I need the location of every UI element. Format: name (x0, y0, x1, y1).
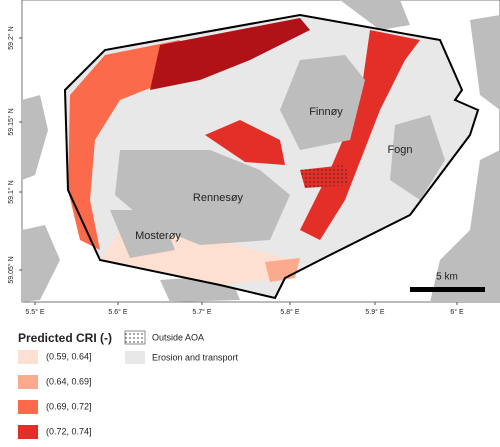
island (110, 55, 445, 258)
lon-label: 5.7° E (192, 308, 211, 316)
cri-zone (265, 258, 300, 282)
legend-label: (0.69, 0.72] (46, 401, 92, 411)
scale-label: 5 km (436, 272, 458, 283)
cri-zone (300, 30, 420, 240)
lon-label: 6° E (450, 308, 464, 316)
legend-label: (0.72, 0.74] (46, 426, 92, 436)
legend-label: Outside AOA (152, 332, 204, 342)
lon-label: 5.8° E (280, 308, 299, 316)
lon-label: 5.5° E (25, 308, 44, 316)
legend: Predicted CRI (-) Outside AOA Erosion an… (18, 330, 239, 439)
place-label: Fogn (387, 144, 412, 156)
legend-swatch (18, 425, 38, 439)
map: Finnøy Fogn Rennesøy Mosterøy 5 km (21, 0, 500, 303)
place-label: Rennesøy (193, 192, 244, 204)
erosion-swatch (125, 351, 145, 364)
outside-swatch (124, 330, 146, 345)
lon-label: 5.6° E (108, 308, 127, 316)
place-label: Finnøy (309, 106, 343, 118)
legend-swatch (18, 375, 38, 389)
legend-swatch (18, 350, 38, 364)
land (22, 0, 500, 302)
legend-label: (0.64, 0.69] (46, 376, 92, 386)
legend-label: (0.59, 0.64] (46, 351, 92, 361)
legend-label: Erosion and transport (152, 352, 239, 362)
lat-label: 59.15° N (7, 108, 15, 135)
scale-bar (410, 287, 485, 292)
cri-zone (68, 40, 180, 250)
graticule-labels: 5.5° E 5.6° E 5.7° E 5.8° E 5.9° E 6° E 59.2° … (7, 26, 464, 316)
cri-zone (205, 120, 285, 165)
study-outline (63, 13, 480, 300)
outside-aoa (300, 165, 350, 188)
lat-label: 59.1° N (7, 180, 15, 203)
lon-label: 5.9° E (365, 308, 384, 316)
legend-title: Predicted CRI (-) (18, 331, 112, 345)
cri-zone (150, 18, 310, 90)
legend-swatch (18, 400, 38, 414)
place-label: Mosterøy (135, 230, 181, 242)
lat-label: 59.05° N (7, 256, 15, 283)
lat-label: 59.2° N (7, 26, 15, 49)
